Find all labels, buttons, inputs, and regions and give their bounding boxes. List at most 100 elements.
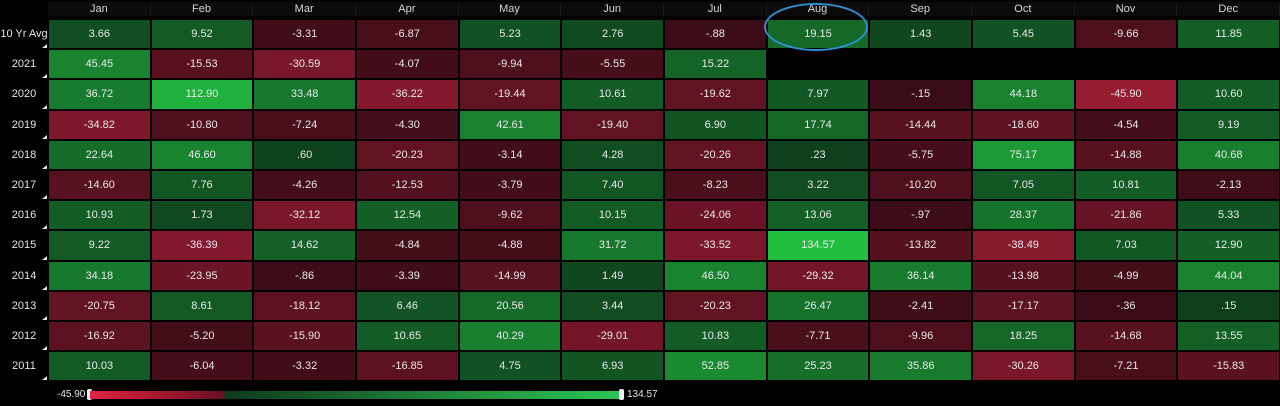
heatmap-cell[interactable]: 5.45 xyxy=(972,19,1075,50)
heatmap-cell[interactable]: -15.53 xyxy=(150,49,254,80)
heatmap-cell[interactable]: 10.61 xyxy=(561,79,664,110)
heatmap-cell[interactable]: -5.55 xyxy=(561,49,664,80)
heatmap-cell[interactable]: -4.99 xyxy=(1074,260,1178,291)
heatmap-cell[interactable]: 10.81 xyxy=(1074,170,1178,201)
heatmap-cell[interactable]: 25.23 xyxy=(766,351,870,382)
heatmap-cell[interactable]: -6.87 xyxy=(356,19,459,50)
heatmap-cell[interactable]: 2.76 xyxy=(561,19,664,50)
heatmap-cell[interactable]: 9.19 xyxy=(1177,109,1280,140)
heatmap-cell[interactable]: -17.17 xyxy=(972,290,1075,321)
heatmap-cell[interactable]: -4.88 xyxy=(458,230,562,261)
heatmap-cell[interactable]: 7.03 xyxy=(1074,230,1178,261)
heatmap-cell[interactable]: -.88 xyxy=(664,19,767,50)
heatmap-cell[interactable]: 13.06 xyxy=(766,200,870,231)
heatmap-cell[interactable]: -13.98 xyxy=(972,260,1075,291)
heatmap-cell[interactable]: .60 xyxy=(253,139,356,170)
heatmap-cell[interactable]: -14.99 xyxy=(458,260,562,291)
heatmap-cell[interactable]: -24.06 xyxy=(664,200,767,231)
heatmap-cell[interactable]: 35.86 xyxy=(869,351,973,382)
heatmap-cell[interactable]: -4.54 xyxy=(1074,109,1178,140)
heatmap-cell[interactable]: -20.23 xyxy=(356,139,459,170)
heatmap-cell[interactable]: -3.31 xyxy=(253,19,356,50)
heatmap-cell[interactable]: -3.32 xyxy=(253,351,356,382)
heatmap-cell[interactable]: 28.37 xyxy=(972,200,1075,231)
heatmap-cell[interactable]: 13.55 xyxy=(1177,321,1280,352)
heatmap-cell[interactable]: .15 xyxy=(1177,290,1280,321)
heatmap-cell[interactable]: 9.22 xyxy=(48,230,151,261)
heatmap-cell[interactable]: -15.90 xyxy=(253,321,356,352)
heatmap-cell[interactable]: 6.46 xyxy=(356,290,459,321)
heatmap-cell[interactable]: -33.52 xyxy=(664,230,767,261)
legend-max-handle[interactable] xyxy=(619,389,624,400)
heatmap-cell[interactable]: -.86 xyxy=(253,260,356,291)
heatmap-cell[interactable]: 40.29 xyxy=(458,321,562,352)
heatmap-cell[interactable]: 9.52 xyxy=(150,19,254,50)
heatmap-cell[interactable]: -14.44 xyxy=(869,109,973,140)
heatmap-cell[interactable]: -7.71 xyxy=(766,321,870,352)
heatmap-cell[interactable]: 4.28 xyxy=(561,139,664,170)
heatmap-cell[interactable]: 4.75 xyxy=(458,351,562,382)
heatmap-cell[interactable]: 46.50 xyxy=(664,260,767,291)
heatmap-cell[interactable]: -.36 xyxy=(1074,290,1178,321)
heatmap-cell[interactable]: -9.62 xyxy=(458,200,562,231)
heatmap-cell[interactable]: -32.12 xyxy=(253,200,356,231)
heatmap-cell[interactable]: 5.23 xyxy=(458,19,562,50)
heatmap-cell[interactable]: 46.60 xyxy=(150,139,254,170)
heatmap-cell[interactable]: 1.43 xyxy=(869,19,973,50)
heatmap-cell[interactable]: 10.03 xyxy=(48,351,151,382)
heatmap-cell[interactable]: -9.94 xyxy=(458,49,562,80)
heatmap-cell[interactable]: -4.07 xyxy=(356,49,459,80)
heatmap-cell[interactable]: -21.86 xyxy=(1074,200,1178,231)
heatmap-cell[interactable]: 6.90 xyxy=(664,109,767,140)
heatmap-cell[interactable]: -3.14 xyxy=(458,139,562,170)
heatmap-cell[interactable]: -2.41 xyxy=(869,290,973,321)
heatmap-cell[interactable]: -6.04 xyxy=(150,351,254,382)
heatmap-cell[interactable]: 36.14 xyxy=(869,260,973,291)
heatmap-cell[interactable]: -29.32 xyxy=(766,260,870,291)
heatmap-cell[interactable]: 11.85 xyxy=(1177,19,1280,50)
heatmap-cell[interactable]: 5.33 xyxy=(1177,200,1280,231)
heatmap-cell[interactable]: 18.25 xyxy=(972,321,1075,352)
heatmap-cell[interactable]: -30.26 xyxy=(972,351,1075,382)
heatmap-cell[interactable]: 3.44 xyxy=(561,290,664,321)
heatmap-cell[interactable]: -.97 xyxy=(869,200,973,231)
heatmap-cell[interactable]: -12.53 xyxy=(356,170,459,201)
heatmap-cell[interactable]: -19.40 xyxy=(561,109,664,140)
heatmap-cell[interactable]: -9.96 xyxy=(869,321,973,352)
heatmap-cell[interactable]: 19.15 xyxy=(766,19,870,50)
heatmap-cell[interactable]: 3.66 xyxy=(48,19,151,50)
heatmap-cell[interactable]: -20.23 xyxy=(664,290,767,321)
heatmap-cell[interactable]: -7.24 xyxy=(253,109,356,140)
heatmap-cell[interactable]: 52.85 xyxy=(664,351,767,382)
legend-min-handle[interactable] xyxy=(87,389,92,400)
heatmap-cell[interactable]: 7.97 xyxy=(766,79,870,110)
heatmap-cell[interactable]: -2.13 xyxy=(1177,170,1280,201)
heatmap-cell[interactable]: 40.68 xyxy=(1177,139,1280,170)
heatmap-cell[interactable]: 44.18 xyxy=(972,79,1075,110)
heatmap-cell[interactable]: -45.90 xyxy=(1074,79,1178,110)
heatmap-cell[interactable]: 10.60 xyxy=(1177,79,1280,110)
heatmap-cell[interactable]: 10.65 xyxy=(356,321,459,352)
heatmap-cell[interactable]: -19.44 xyxy=(458,79,562,110)
heatmap-cell[interactable]: -16.92 xyxy=(48,321,151,352)
heatmap-cell[interactable]: 134.57 xyxy=(766,230,870,261)
heatmap-cell[interactable]: 6.93 xyxy=(561,351,664,382)
heatmap-cell[interactable]: 44.04 xyxy=(1177,260,1280,291)
heatmap-cell[interactable]: -15.83 xyxy=(1177,351,1280,382)
heatmap-cell[interactable]: 22.64 xyxy=(48,139,151,170)
heatmap-cell[interactable]: 10.15 xyxy=(561,200,664,231)
heatmap-cell[interactable]: -14.60 xyxy=(48,170,151,201)
heatmap-cell[interactable]: 1.73 xyxy=(150,200,254,231)
heatmap-cell[interactable]: 7.76 xyxy=(150,170,254,201)
heatmap-cell[interactable]: -10.80 xyxy=(150,109,254,140)
heatmap-cell[interactable]: -30.59 xyxy=(253,49,356,80)
heatmap-cell[interactable]: 112.90 xyxy=(150,79,254,110)
heatmap-cell[interactable]: 20.56 xyxy=(458,290,562,321)
heatmap-cell[interactable]: 34.18 xyxy=(48,260,151,291)
heatmap-cell[interactable]: 14.62 xyxy=(253,230,356,261)
heatmap-cell[interactable]: -5.20 xyxy=(150,321,254,352)
heatmap-cell[interactable]: 12.54 xyxy=(356,200,459,231)
heatmap-cell[interactable]: 7.05 xyxy=(972,170,1075,201)
heatmap-cell[interactable]: -8.23 xyxy=(664,170,767,201)
heatmap-cell[interactable]: 26.47 xyxy=(766,290,870,321)
